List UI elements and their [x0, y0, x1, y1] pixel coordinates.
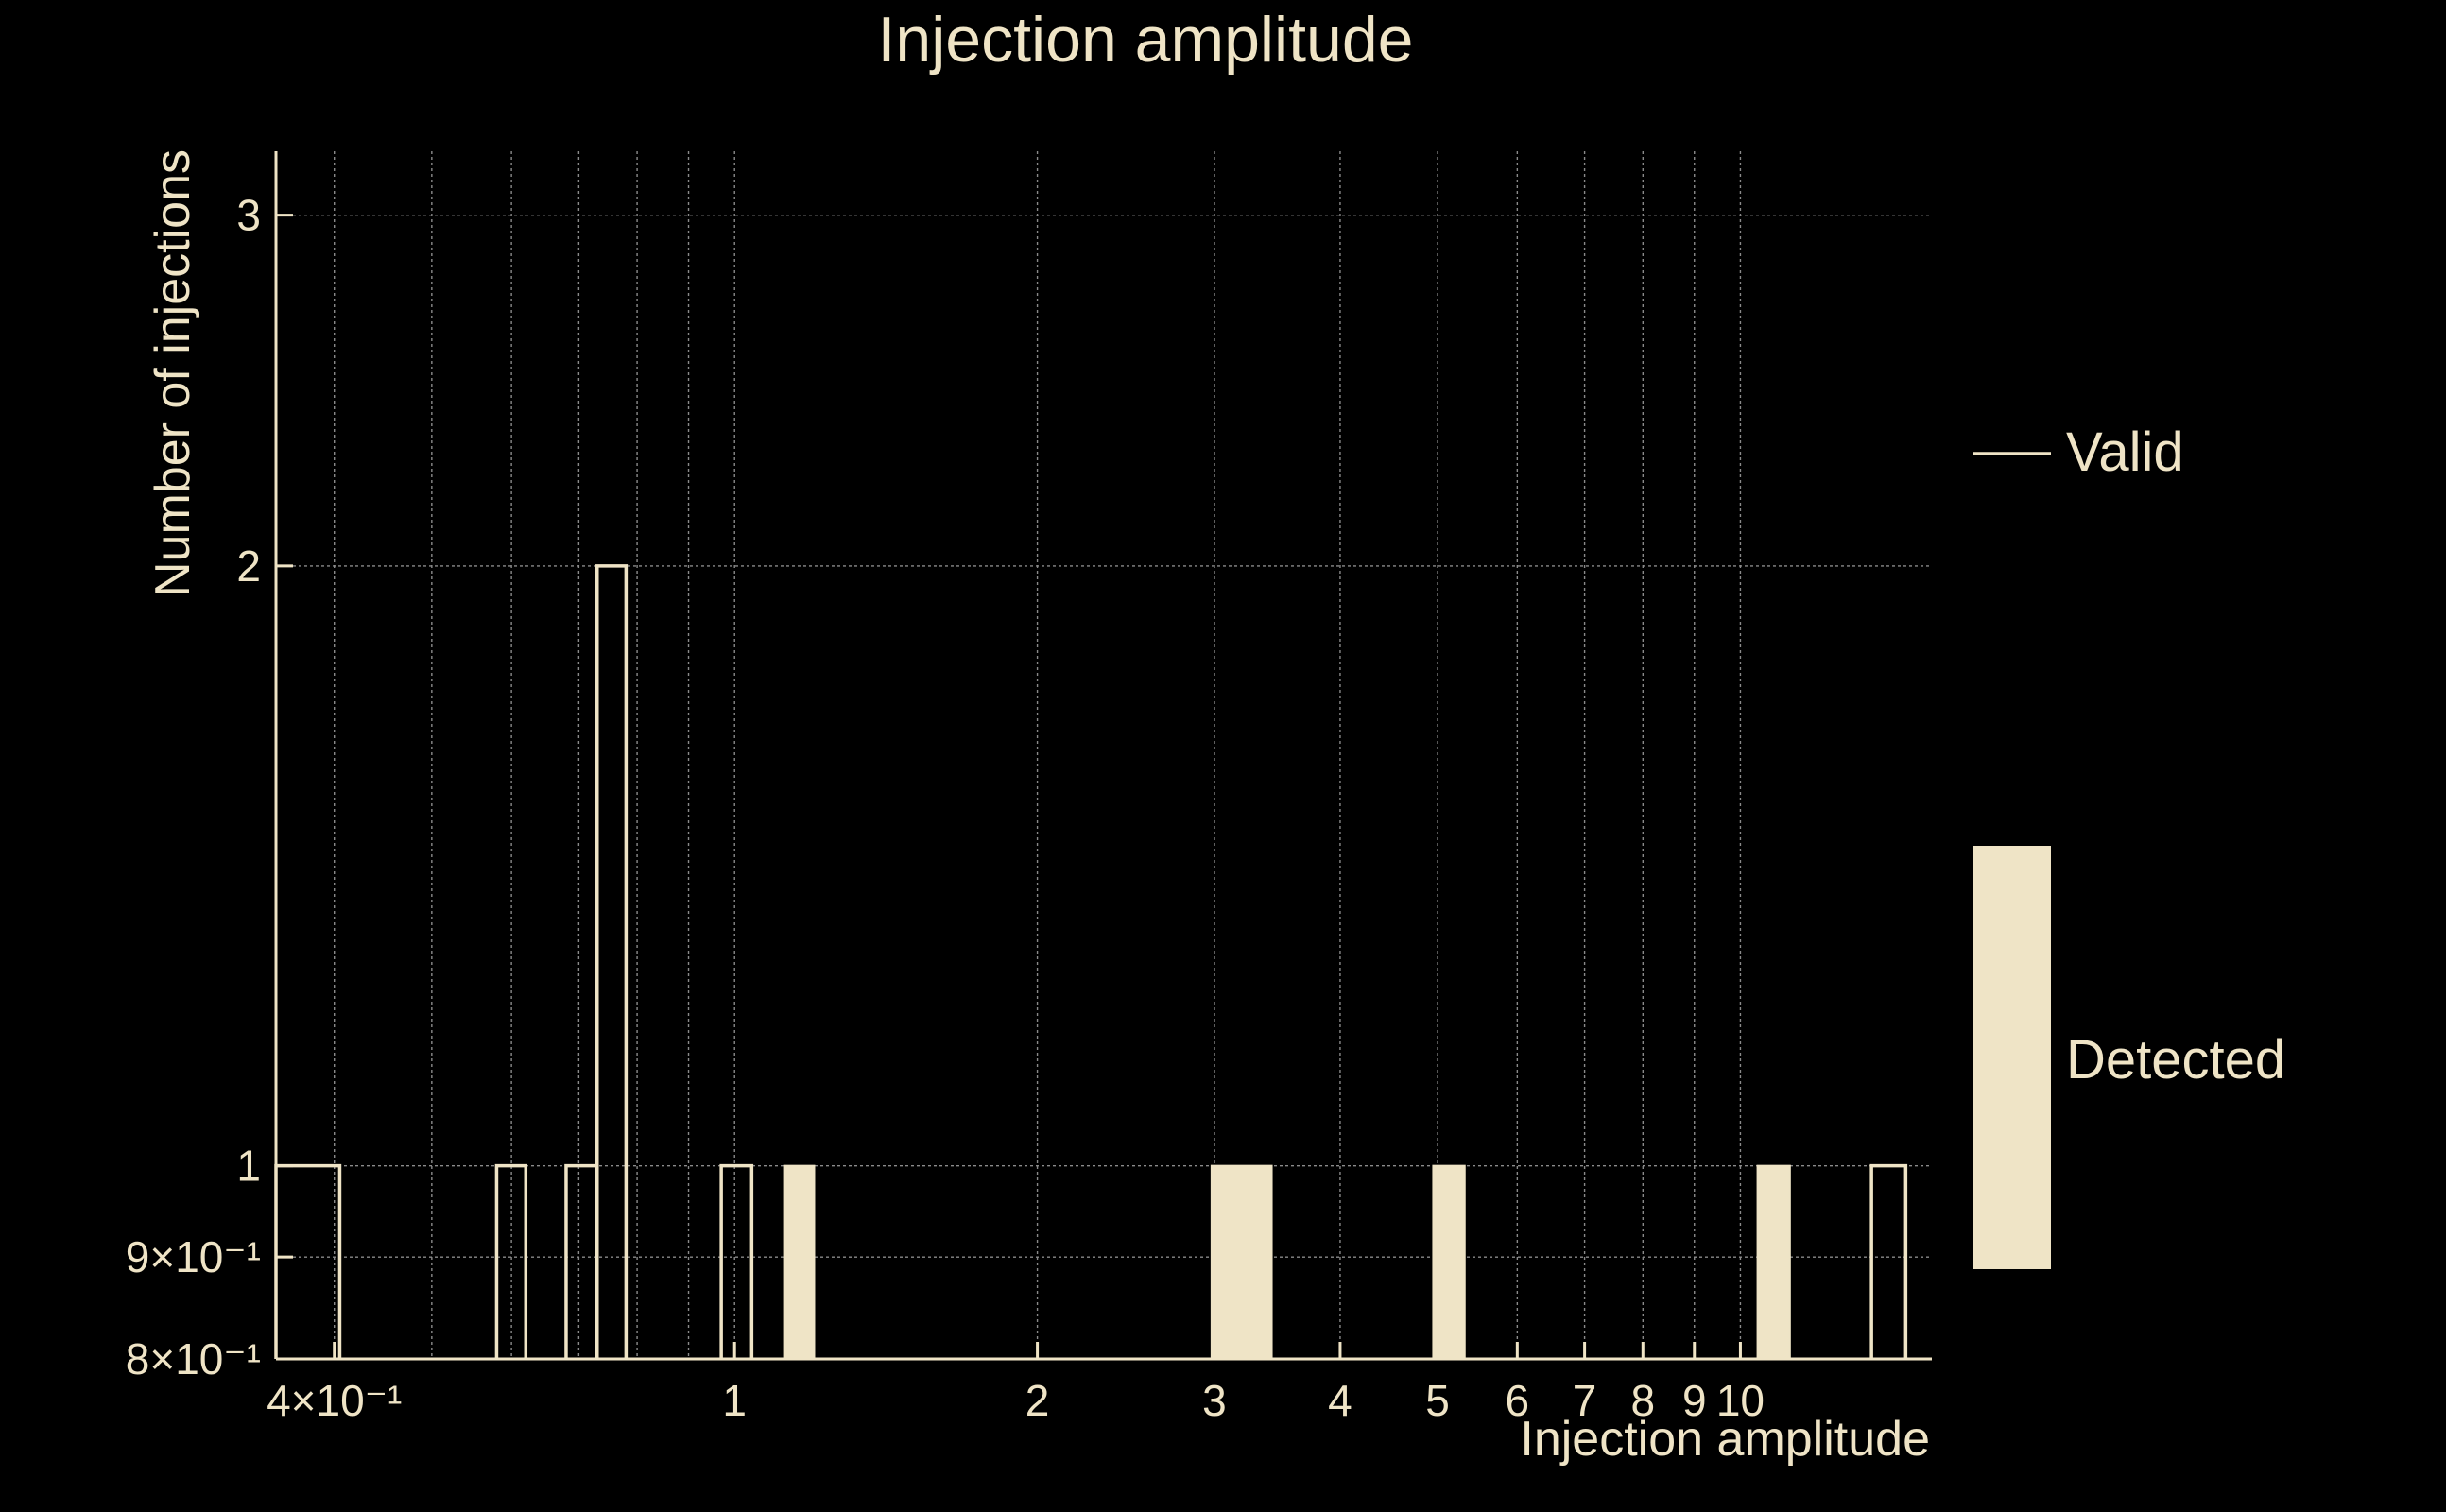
legend: Valid Detected [1973, 421, 2285, 1269]
histogram-bars [274, 564, 1908, 1360]
axes [274, 151, 1932, 1361]
x-tick-label: 4×10⁻¹ [267, 1376, 402, 1425]
x-tick-label: 9 [1682, 1376, 1707, 1425]
x-tick-label: 6 [1506, 1376, 1530, 1425]
chart-title: Injection amplitude [877, 4, 1413, 76]
detected-bar [1756, 1164, 1791, 1360]
legend-detected-swatch [1973, 846, 2051, 1269]
x-tick-label: 2 [1025, 1376, 1050, 1425]
y-tick-label: 3 [236, 191, 261, 240]
x-tick-label: 4 [1328, 1376, 1352, 1425]
valid-bar [494, 1163, 528, 1359]
y-tick-label: 1 [236, 1142, 261, 1191]
x-tick-label: 7 [1573, 1376, 1597, 1425]
x-tick-label: 1 [722, 1376, 747, 1425]
legend-detected-label: Detected [2066, 1029, 2285, 1091]
x-axis-label: Injection amplitude [1520, 1412, 1930, 1467]
x-tick-label: 8 [1631, 1376, 1656, 1425]
x-tick-label: 5 [1425, 1376, 1450, 1425]
detected-bar [783, 1164, 816, 1360]
x-tick-label: 10 [1716, 1376, 1765, 1425]
tick-labels: 8×10⁻¹ 9×10⁻¹ 1 2 3 4×10⁻¹ 1 2 3 4 5 6 7 8 9 10 [126, 191, 1765, 1425]
y-tick-label: 8×10⁻¹ [126, 1334, 261, 1383]
y-axis-label: Number of injections [146, 149, 200, 597]
valid-bar [719, 1163, 754, 1359]
x-tick-label: 3 [1202, 1376, 1227, 1425]
grid-lines [276, 151, 1932, 1360]
y-tick-label: 9×10⁻¹ [126, 1232, 261, 1281]
detected-bar [1432, 1164, 1466, 1360]
valid-bar [595, 564, 629, 1359]
detected-bar [1210, 1164, 1273, 1360]
y-tick-label: 2 [236, 541, 261, 591]
legend-valid-label: Valid [2066, 421, 2184, 483]
valid-bar [1869, 1163, 1908, 1359]
